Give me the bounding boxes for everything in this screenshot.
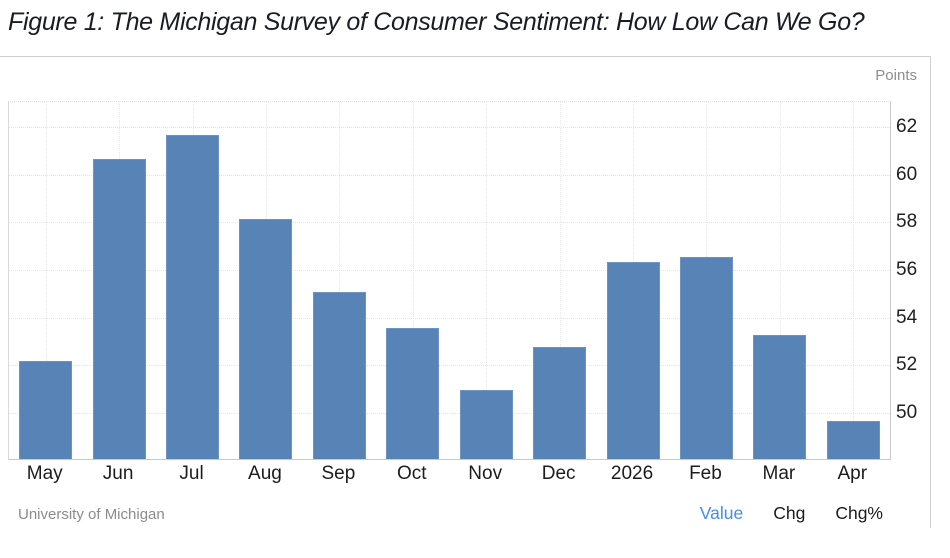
gridline-y-58 — [9, 222, 890, 224]
x-tick-Nov: Nov — [468, 463, 503, 484]
x-tick-Mar: Mar — [762, 463, 796, 484]
plot-area — [8, 101, 891, 460]
series-toggle-links: Value Chg Chg% — [700, 503, 883, 524]
bar-Nov[interactable] — [459, 390, 513, 459]
bar-Apr[interactable] — [826, 420, 880, 459]
y-tick-62: 62 — [896, 116, 918, 138]
y-tick-54: 54 — [896, 306, 918, 328]
bar-Sep[interactable] — [312, 292, 366, 459]
gridline-x-Nov — [486, 102, 488, 459]
gridline-y-54 — [9, 317, 890, 319]
gridline-x-Sep — [339, 102, 341, 459]
gridline-y-52 — [9, 365, 890, 367]
y-axis-unit-label: Points — [875, 67, 917, 84]
gridline-x-Mar — [779, 102, 781, 459]
footer-link-chg[interactable]: Chg — [773, 503, 806, 523]
data-source-label: University of Michigan — [18, 506, 165, 523]
x-tick-2026: 2026 — [610, 463, 654, 484]
x-tick-Sep: Sep — [321, 463, 356, 484]
bar-Jul[interactable] — [166, 135, 220, 459]
gridline-y-62 — [9, 127, 890, 129]
bar-Dec[interactable] — [533, 347, 587, 459]
x-tick-May: May — [26, 463, 63, 484]
gridline-y-60 — [9, 174, 890, 176]
footer-link-chgpct[interactable]: Chg% — [835, 503, 883, 523]
x-tick-Jul: Jul — [179, 463, 204, 484]
x-tick-Dec: Dec — [541, 463, 576, 484]
bar-Mar[interactable] — [753, 335, 807, 459]
x-tick-Feb: Feb — [689, 463, 722, 484]
gridline-x-Dec — [559, 102, 561, 459]
gridline-y-50 — [9, 412, 890, 414]
bar-2026[interactable] — [606, 261, 660, 459]
gridline-x-May — [45, 102, 47, 459]
bar-Aug[interactable] — [239, 218, 293, 459]
gridline-x-Oct — [412, 102, 414, 459]
bar-Feb[interactable] — [679, 256, 733, 459]
footer-link-value[interactable]: Value — [699, 503, 744, 523]
y-tick-52: 52 — [896, 354, 918, 376]
bar-Jun[interactable] — [92, 159, 146, 459]
y-tick-58: 58 — [896, 211, 918, 233]
x-tick-Oct: Oct — [397, 463, 427, 484]
gridline-y-56 — [9, 269, 890, 271]
x-tick-Aug: Aug — [248, 463, 282, 484]
y-tick-50: 50 — [896, 401, 918, 423]
gridline-x-Apr — [853, 102, 855, 459]
figure-title: Figure 1: The Michigan Survey of Consume… — [8, 8, 865, 36]
bar-Oct[interactable] — [386, 328, 440, 459]
bar-May[interactable] — [19, 361, 73, 459]
x-tick-Jun: Jun — [102, 463, 134, 484]
y-tick-60: 60 — [896, 163, 918, 185]
x-tick-Apr: Apr — [837, 463, 868, 484]
y-tick-56: 56 — [896, 259, 918, 281]
